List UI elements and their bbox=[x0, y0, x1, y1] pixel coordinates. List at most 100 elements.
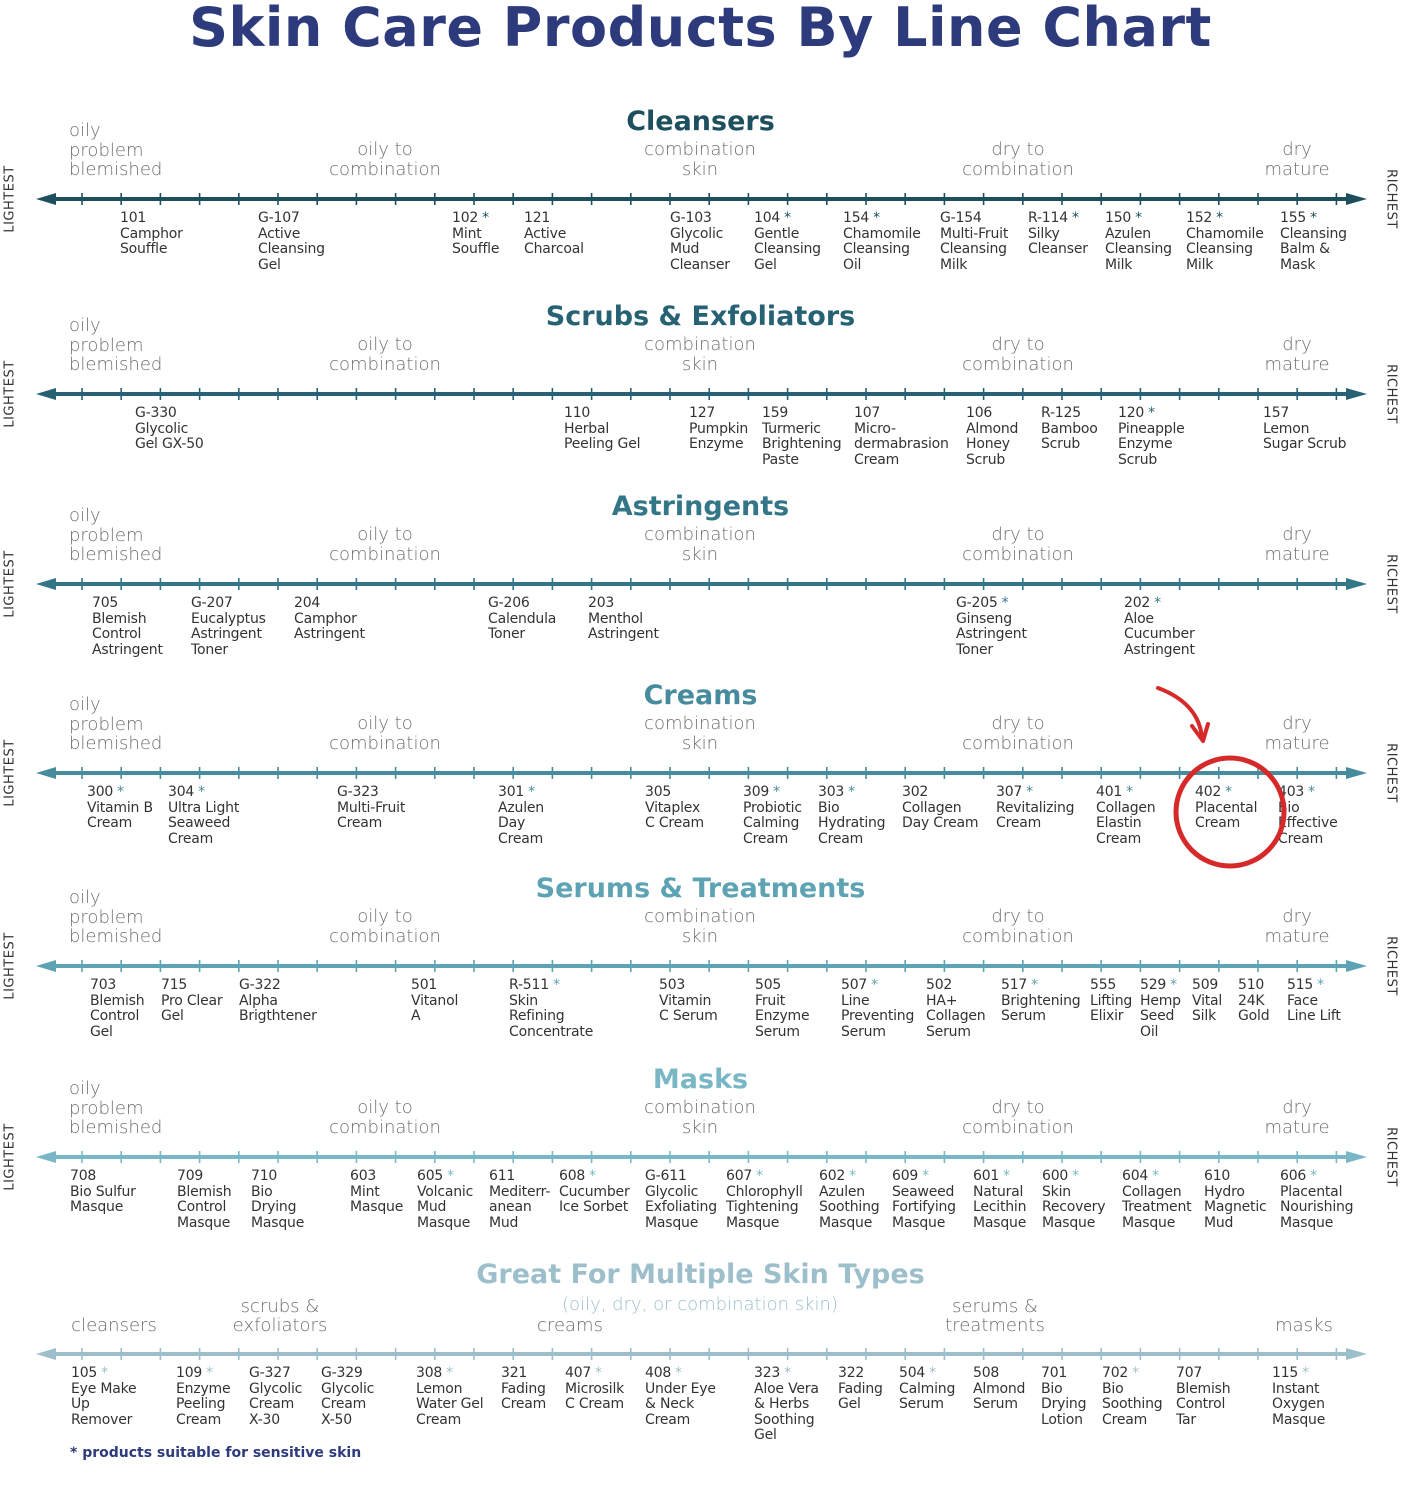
right-arrowhead bbox=[1346, 960, 1367, 972]
product-code: 403 bbox=[1278, 784, 1305, 800]
skin-type-dry-mature: dry mature bbox=[1264, 906, 1330, 947]
product-item: 610 Hydro Magnetic Mud bbox=[1204, 1168, 1267, 1231]
product-code: 601 bbox=[973, 1168, 1000, 1184]
sensitive-skin-star: * bbox=[1135, 210, 1142, 226]
product-code: 408 bbox=[645, 1365, 672, 1381]
product-item: G-154 Multi-Fruit Cleansing Milk bbox=[940, 210, 1009, 273]
section-title: Scrubs & Exfoliators bbox=[545, 301, 856, 332]
product-item: 303 * Bio Hydrating Cream bbox=[818, 784, 886, 847]
category-label: serums & treatments bbox=[945, 1295, 1045, 1336]
sensitive-skin-star: * bbox=[198, 784, 205, 800]
product-code: 600 bbox=[1042, 1168, 1069, 1184]
product-item: 302 Collagen Day Cream bbox=[902, 784, 979, 831]
product-code: 157 bbox=[1263, 405, 1290, 421]
product-code: G-323 bbox=[337, 784, 379, 800]
product-item: 104 * Gentle Cleansing Gel bbox=[754, 210, 821, 273]
product-code: 709 bbox=[177, 1168, 204, 1184]
product-item: 702 * Bio Soothing Cream bbox=[1102, 1365, 1163, 1428]
product-code: 323 bbox=[754, 1365, 781, 1381]
product-code: 304 bbox=[168, 784, 195, 800]
product-item: 600 * Skin Recovery Masque bbox=[1042, 1168, 1106, 1231]
sensitive-skin-star: * bbox=[446, 1365, 453, 1381]
product-item: 707 Blemish Control Tar bbox=[1176, 1365, 1231, 1428]
skin-type-dry-to-combination: dry to combination bbox=[962, 906, 1074, 947]
product-item: 611 Mediterr-anean Mud bbox=[489, 1168, 551, 1231]
product-code: G-329 bbox=[321, 1365, 363, 1381]
skin-type-dry-to-combination: dry to combination bbox=[962, 524, 1074, 565]
sensitive-skin-star: * bbox=[1317, 977, 1324, 993]
product-code: 322 bbox=[838, 1365, 865, 1381]
skin-type-dry-mature: dry mature bbox=[1264, 524, 1330, 565]
product-code: 715 bbox=[161, 977, 188, 993]
page-title: Skin Care Products By Line Chart bbox=[189, 0, 1212, 59]
sensitive-skin-star: * bbox=[1003, 1168, 1010, 1184]
section-subtitle: (oily, dry, or combination skin) bbox=[562, 1294, 838, 1315]
product-item: 515 * Face Line Lift bbox=[1287, 977, 1341, 1024]
product-item: R-114 * Silky Cleanser bbox=[1028, 210, 1088, 257]
sensitive-skin-star: * bbox=[756, 1168, 763, 1184]
category-label: cleansers bbox=[71, 1315, 157, 1336]
product-item: 604 * Collagen Treatment Masque bbox=[1122, 1168, 1192, 1231]
section-title: Masks bbox=[652, 1064, 749, 1095]
richest-label: RICHEST bbox=[1383, 743, 1399, 803]
product-item: 322 Fading Gel bbox=[838, 1365, 883, 1412]
sensitive-skin-star: * bbox=[101, 1365, 108, 1381]
sensitive-skin-star: * bbox=[1071, 210, 1079, 226]
section-title: Cleansers bbox=[626, 106, 775, 137]
product-item: 120 * Pineapple Enzyme Scrub bbox=[1118, 405, 1185, 468]
sensitive-skin-star: * bbox=[1310, 1168, 1317, 1184]
skin-type-dry-mature: dry mature bbox=[1264, 1097, 1330, 1138]
product-code: 106 bbox=[966, 405, 993, 421]
product-code: 707 bbox=[1176, 1365, 1203, 1381]
product-code: 109 bbox=[176, 1365, 203, 1381]
product-code: G-103 bbox=[670, 210, 712, 226]
product-item: 402 * Placental Cream bbox=[1195, 784, 1258, 831]
sensitive-skin-star: * bbox=[784, 1365, 791, 1381]
sensitive-skin-star: * bbox=[1031, 977, 1038, 993]
product-item: G-207 Eucalyptus Astringent Toner bbox=[191, 595, 266, 658]
product-item: 509 Vital Silk bbox=[1192, 977, 1223, 1024]
product-code: G-206 bbox=[488, 595, 530, 611]
product-code: 110 bbox=[564, 405, 591, 421]
footnote: * products suitable for sensitive skin bbox=[70, 1445, 362, 1461]
product-code: 603 bbox=[350, 1168, 377, 1184]
sensitive-skin-star: * bbox=[1310, 210, 1317, 226]
left-arrowhead bbox=[36, 578, 56, 590]
sensitive-skin-star: * bbox=[447, 1168, 454, 1184]
product-item: 321 Fading Cream bbox=[501, 1365, 547, 1412]
sensitive-skin-star: * bbox=[929, 1365, 936, 1381]
product-item: 708 Bio Sulfur Masque bbox=[70, 1168, 136, 1215]
product-item: 203 Menthol Astringent bbox=[588, 595, 659, 642]
product-item: 703 Blemish Control Gel bbox=[90, 977, 145, 1040]
lightest-label: LIGHTEST bbox=[2, 739, 18, 807]
sensitive-skin-star: * bbox=[773, 784, 780, 800]
sensitive-skin-star: * bbox=[528, 784, 535, 800]
product-code: R-114 bbox=[1028, 210, 1068, 226]
skin-type-oily-to-combination: oily to combination bbox=[329, 139, 441, 180]
product-code: 155 bbox=[1280, 210, 1307, 226]
product-item: 501 Vitanol A bbox=[411, 977, 459, 1024]
product-item: 601 * Natural Lecithin Masque bbox=[973, 1168, 1027, 1231]
product-code: 515 bbox=[1287, 977, 1314, 993]
lightest-label: LIGHTEST bbox=[2, 360, 18, 428]
skin-type-dry-to-combination: dry to combination bbox=[962, 713, 1074, 754]
product-code: 705 bbox=[92, 595, 119, 611]
left-arrowhead bbox=[36, 193, 56, 205]
product-code: 710 bbox=[251, 1168, 278, 1184]
product-item: 101 Camphor Souffle bbox=[120, 210, 183, 257]
product-item: G-330 Glycolic Gel GX-50 bbox=[135, 405, 204, 452]
sensitive-skin-star: * bbox=[873, 210, 880, 226]
product-item: 710 Bio Drying Masque bbox=[251, 1168, 305, 1231]
product-code: 301 bbox=[498, 784, 525, 800]
product-code: 204 bbox=[294, 595, 321, 611]
product-item: 304 * Ultra Light Seaweed Cream bbox=[168, 784, 240, 847]
product-code: 507 bbox=[841, 977, 868, 993]
product-item: G-329 Glycolic Cream X-50 bbox=[321, 1365, 375, 1428]
richest-label: RICHEST bbox=[1383, 936, 1399, 996]
product-code: 300 bbox=[87, 784, 114, 800]
axis-1 bbox=[36, 388, 1367, 400]
skin-type-dry-to-combination: dry to combination bbox=[962, 1097, 1074, 1138]
product-code: 605 bbox=[417, 1168, 444, 1184]
sensitive-skin-star: * bbox=[117, 784, 124, 800]
skin-type-combination: combination skin bbox=[644, 139, 756, 180]
